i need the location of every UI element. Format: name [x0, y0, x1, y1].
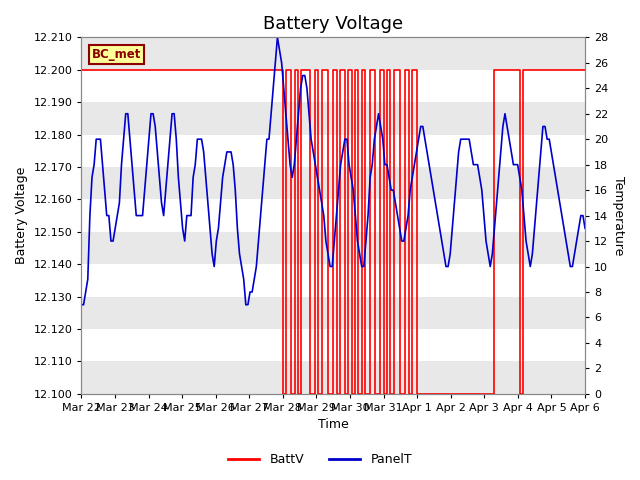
Y-axis label: Temperature: Temperature — [612, 176, 625, 255]
Bar — [81, 297, 585, 329]
Bar — [81, 102, 585, 134]
Bar — [81, 264, 585, 297]
Bar — [81, 329, 585, 361]
X-axis label: Time: Time — [318, 419, 349, 432]
Legend: BattV, PanelT: BattV, PanelT — [223, 448, 417, 471]
Y-axis label: Battery Voltage: Battery Voltage — [15, 167, 28, 264]
Bar — [81, 37, 585, 70]
Bar — [81, 167, 585, 199]
Bar — [81, 70, 585, 102]
Bar — [81, 361, 585, 394]
Text: BC_met: BC_met — [92, 48, 141, 61]
Bar — [81, 232, 585, 264]
Bar — [81, 199, 585, 232]
Title: Battery Voltage: Battery Voltage — [263, 15, 403, 33]
Bar — [81, 134, 585, 167]
